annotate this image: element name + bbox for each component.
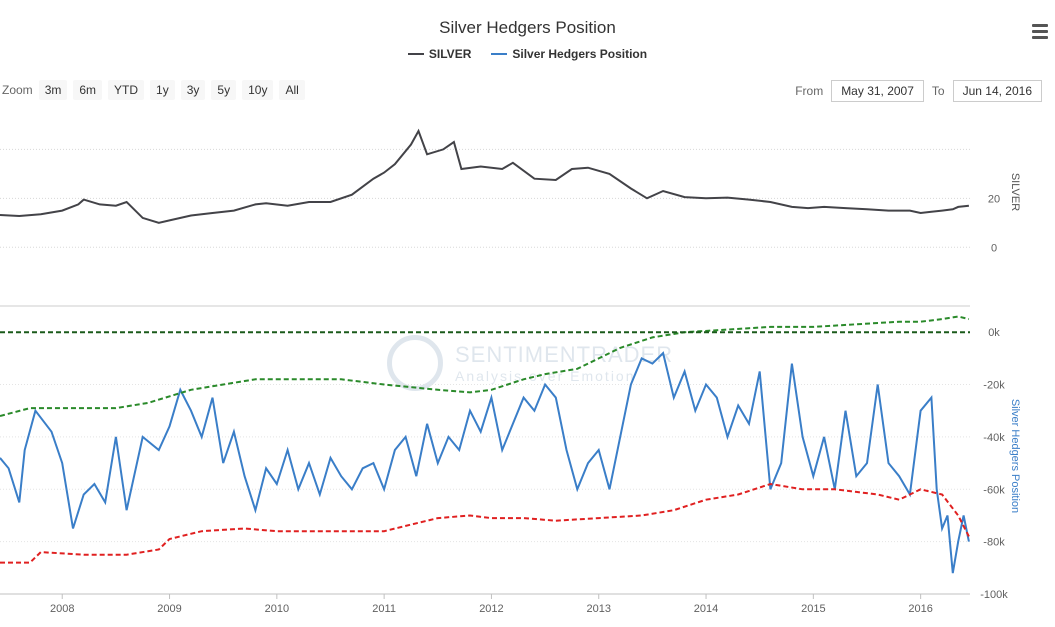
y-axis-title-silver: SILVER [1009, 173, 1021, 211]
to-date-input[interactable]: Jun 14, 2016 [952, 80, 1042, 102]
x-tick-label: 2014 [694, 603, 718, 615]
legend-swatch-silver [407, 53, 424, 55]
zoom-button-all[interactable]: All [279, 80, 305, 100]
grid-lines [0, 148, 970, 543]
series-lines [0, 128, 970, 574]
watermark-tagline: Analysis over Emotion [455, 368, 636, 384]
y-tick-label-hedgers: -60k [983, 484, 1005, 496]
from-date-input[interactable]: May 31, 2007 [831, 80, 924, 102]
y-axis-title-hedgers: Silver Hedgers Position [1009, 399, 1021, 513]
zoom-button-5y[interactable]: 5y [211, 80, 237, 100]
zoom-button-ytd[interactable]: YTD [108, 80, 145, 100]
chart-title: Silver Hedgers Position [439, 18, 616, 37]
x-tick-label: 2013 [586, 603, 610, 615]
zoom-button-1y[interactable]: 1y [150, 80, 175, 100]
legend-label-hedgers: Silver Hedgers Position [512, 47, 648, 61]
series-line-upper-band [0, 315, 970, 417]
legend-label-silver: SILVER [428, 47, 472, 61]
y-axis-hedgers: 0k -20k -40k -60k -80k -100k Silver Hedgers Po… [980, 327, 1021, 601]
zoom-button-6m[interactable]: 6m [73, 80, 103, 100]
legend: SILVER Silver Hedgers Position [0, 47, 1055, 61]
legend-item-silver[interactable]: SILVER [407, 47, 472, 61]
watermark-brand: SENTIMENTRADER [455, 342, 674, 367]
x-tick-label: 2015 [801, 603, 825, 615]
series-line-silver [0, 128, 970, 224]
x-tick-label: 2008 [50, 603, 74, 615]
y-tick-label-hedgers: 0k [988, 327, 1000, 339]
zoom-bar: Zoom 3m 6m YTD 1y 3y 5y 10y All [2, 80, 311, 100]
from-label: From [795, 84, 824, 98]
zoom-label: Zoom [2, 83, 33, 97]
zoom-button-3y[interactable]: 3y [180, 80, 206, 100]
y-tick-label-hedgers: -100k [980, 589, 1008, 601]
legend-item-hedgers[interactable]: Silver Hedgers Position [491, 47, 647, 61]
x-tick-label: 2016 [908, 603, 932, 615]
zoom-button-3m[interactable]: 3m [38, 80, 68, 100]
x-tick-label: 2011 [372, 603, 396, 615]
series-line-lower-band [0, 482, 970, 564]
hamburger-menu-icon[interactable] [1032, 24, 1048, 42]
zoom-button-10y[interactable]: 10y [242, 80, 274, 100]
to-label: To [931, 84, 945, 98]
y-tick-label-silver: 0 [991, 242, 997, 254]
x-tick-label: 2009 [157, 603, 181, 615]
x-axis: 2008 2009 2010 2011 2012 2013 2014 2015 2016 [0, 593, 970, 615]
date-range: From May 31, 2007 To Jun 14, 2016 [795, 80, 1050, 102]
y-tick-label-hedgers: -80k [983, 537, 1005, 549]
y-tick-label-silver: 20 [988, 193, 1000, 205]
y-tick-label-hedgers: -40k [983, 432, 1005, 444]
legend-swatch-hedgers [491, 53, 508, 55]
x-tick-label: 2012 [479, 603, 503, 615]
y-tick-label-hedgers: -20k [983, 380, 1005, 392]
series-line-silver-hedgers-position [0, 351, 970, 574]
y-axis-silver: 0 20 SILVER [988, 173, 1021, 254]
x-tick-label: 2010 [265, 603, 289, 615]
watermark: SENTIMENTRADER Analysis over Emotion [387, 335, 673, 391]
